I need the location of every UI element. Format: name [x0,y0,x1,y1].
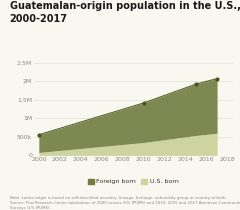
Text: Guatemalan-origin population in the U.S.,: Guatemalan-origin population in the U.S.… [10,1,240,11]
Text: Note: Latino origin is based on self-described ancestry, lineage, heritage, nati: Note: Latino origin is based on self-des… [10,196,240,210]
Legend: Foreign born, U.S. born: Foreign born, U.S. born [88,179,179,184]
Text: 2000-2017: 2000-2017 [10,14,68,24]
